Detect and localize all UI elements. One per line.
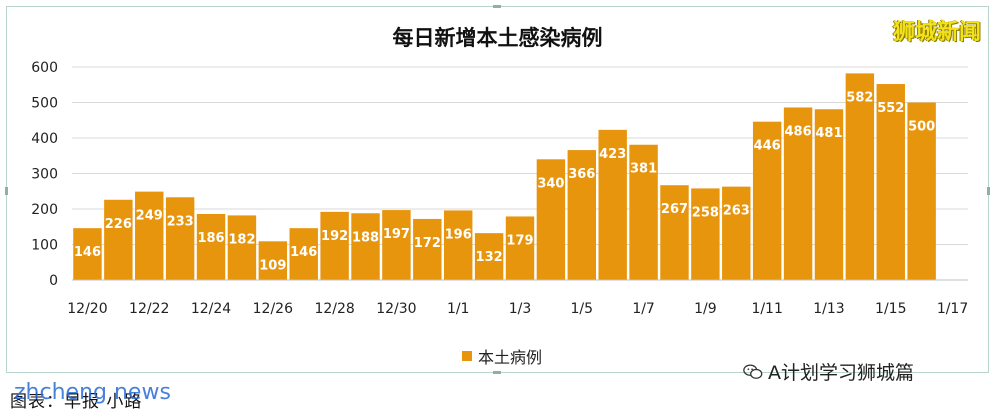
bar — [289, 228, 318, 280]
wechat-account-name: A计划学习狮城篇 — [768, 362, 914, 384]
bar — [505, 216, 535, 280]
bar-data-label: 172 — [414, 236, 441, 251]
bar-data-label: 582 — [846, 90, 873, 105]
bar-data-label: 340 — [537, 176, 564, 191]
bar-data-label: 226 — [105, 217, 132, 232]
x-tick-label: 12/20 — [67, 301, 107, 317]
bar-data-label: 179 — [506, 233, 533, 248]
bar — [876, 84, 905, 280]
bar-data-label: 182 — [228, 232, 255, 247]
bar — [382, 210, 411, 280]
y-tick-label: 400 — [31, 131, 58, 147]
bar-data-label: 446 — [754, 139, 781, 154]
bar — [783, 107, 813, 280]
bar — [258, 241, 288, 280]
bar — [660, 185, 689, 280]
bar — [474, 233, 504, 280]
bar-data-label: 188 — [352, 230, 379, 245]
x-tick-label: 12/30 — [376, 301, 416, 317]
bar-data-label: 500 — [908, 120, 935, 135]
x-tick-label: 1/15 — [875, 301, 906, 317]
x-tick-label: 1/9 — [694, 301, 717, 317]
y-tick-label: 0 — [49, 273, 58, 289]
bar — [598, 129, 627, 280]
site-watermark: zhcheng news — [14, 380, 171, 405]
bar-data-label: 423 — [599, 147, 626, 162]
x-tick-label: 12/24 — [191, 301, 231, 317]
bar — [165, 197, 195, 280]
bar-data-label: 186 — [197, 231, 224, 246]
wechat-icon — [743, 363, 763, 379]
bar-data-label: 366 — [568, 167, 595, 182]
y-tick-label: 200 — [31, 202, 58, 218]
bar-data-label: 197 — [383, 227, 410, 242]
bar — [196, 213, 226, 280]
x-tick-label: 1/5 — [571, 301, 594, 317]
bar-data-label: 552 — [877, 101, 904, 116]
bar — [722, 186, 751, 280]
bar — [536, 159, 566, 280]
wechat-account: A计划学习狮城篇 — [742, 358, 914, 385]
bar-data-label: 486 — [784, 124, 811, 139]
bar — [691, 188, 720, 280]
bar — [135, 191, 164, 280]
bar — [814, 109, 844, 281]
bar — [752, 121, 782, 280]
bar-data-label: 258 — [692, 205, 719, 220]
bar — [104, 199, 133, 280]
bar-data-label: 267 — [661, 202, 688, 217]
bar — [629, 144, 658, 280]
legend-swatch — [462, 351, 472, 361]
x-tick-label: 1/13 — [813, 301, 844, 317]
figure-caption: 图表：早报 小路 — [10, 392, 143, 412]
bar-data-label: 481 — [815, 126, 842, 141]
x-tick-label: 12/28 — [314, 301, 354, 317]
bar — [227, 215, 257, 280]
bar-data-label: 109 — [259, 258, 286, 273]
x-tick-label: 1/17 — [937, 301, 968, 317]
bar-data-label: 381 — [630, 162, 657, 177]
chart-legend: 本土病例 — [462, 344, 542, 368]
bar-data-label: 192 — [321, 229, 348, 244]
resize-handle-bottom[interactable] — [493, 371, 501, 374]
bar — [443, 210, 473, 280]
y-tick-label: 300 — [31, 167, 58, 183]
bar — [73, 228, 102, 280]
bar-data-label: 263 — [723, 204, 750, 219]
bar — [567, 150, 597, 280]
bar-data-label: 146 — [290, 245, 317, 260]
x-tick-label: 1/7 — [632, 301, 655, 317]
bar — [413, 218, 442, 280]
chart-title: 每日新增本土感染病例 — [392, 26, 603, 50]
x-tick-label: 12/22 — [129, 301, 169, 317]
bar-data-label: 132 — [476, 250, 503, 265]
legend-label: 本土病例 — [478, 348, 543, 367]
brand-logo-text: 狮城新闻 — [892, 20, 981, 45]
x-tick-label: 1/11 — [751, 301, 782, 317]
bar — [320, 211, 349, 280]
bar-data-label: 146 — [74, 245, 101, 260]
resize-handle-left[interactable] — [5, 187, 8, 195]
resize-handle-top[interactable] — [493, 5, 501, 8]
bar-data-label: 249 — [136, 209, 163, 224]
y-tick-label: 500 — [31, 96, 58, 112]
bar — [845, 73, 875, 280]
x-tick-label: 12/26 — [253, 301, 293, 317]
x-tick-label: 1/1 — [447, 301, 470, 317]
y-tick-label: 100 — [31, 238, 58, 254]
bar — [907, 102, 936, 280]
bar-data-label: 233 — [167, 214, 194, 229]
y-tick-label: 600 — [31, 60, 58, 76]
bar-data-label: 196 — [445, 227, 472, 242]
resize-handle-right[interactable] — [987, 187, 990, 195]
bar — [351, 213, 380, 280]
x-tick-label: 1/3 — [509, 301, 532, 317]
